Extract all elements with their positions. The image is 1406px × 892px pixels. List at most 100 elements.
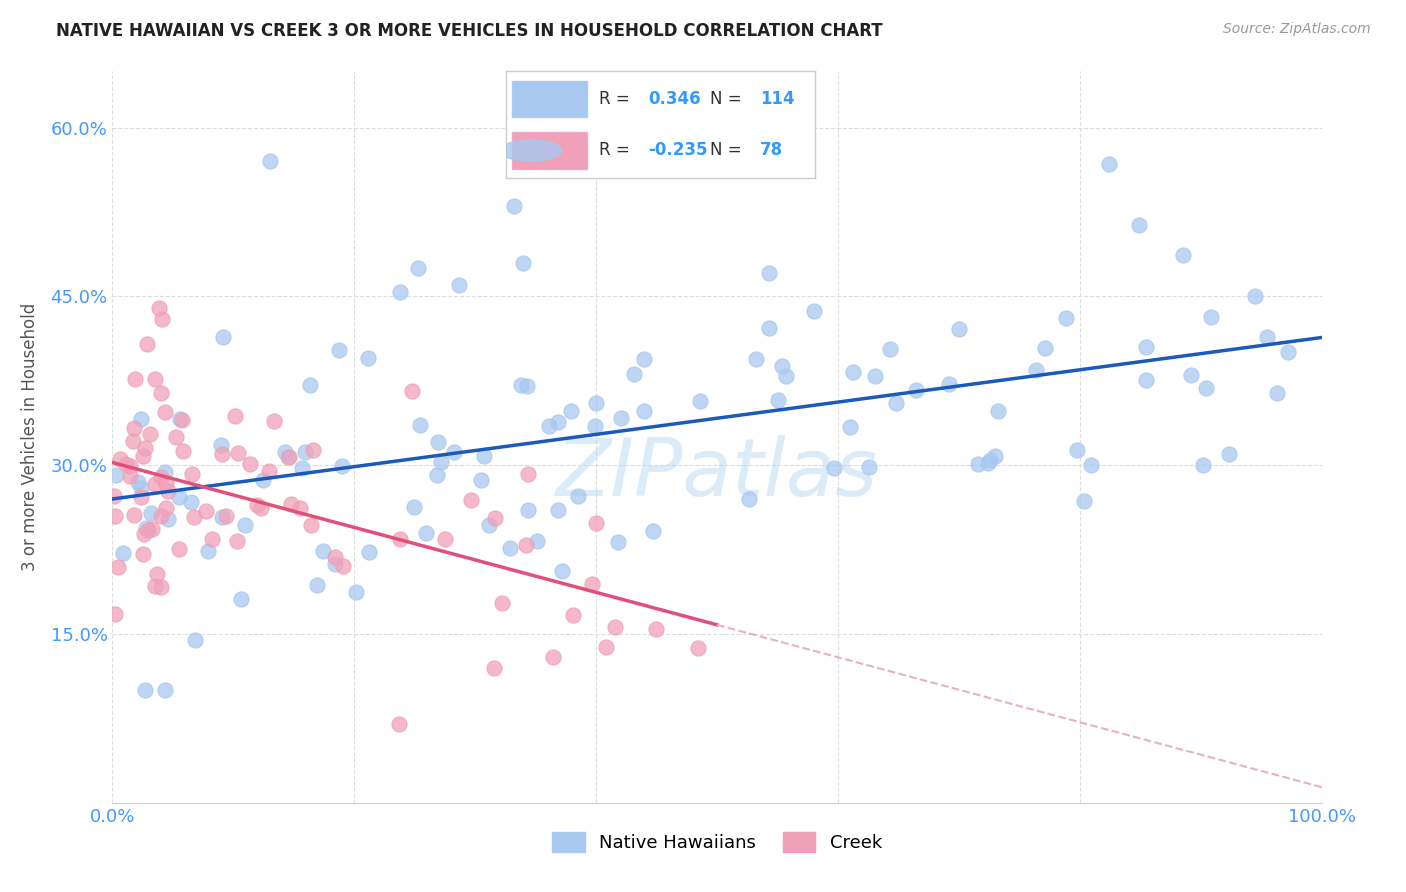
Point xyxy=(298,378,321,392)
Point xyxy=(1195,380,1218,394)
Point xyxy=(884,396,907,410)
Point xyxy=(312,544,335,558)
Point xyxy=(775,369,797,384)
Point xyxy=(226,533,249,548)
Point xyxy=(879,342,901,356)
Point xyxy=(302,442,325,457)
Point xyxy=(499,541,522,555)
Point xyxy=(1256,330,1278,344)
Point xyxy=(1073,493,1095,508)
Point xyxy=(406,260,429,275)
Point xyxy=(143,372,166,386)
Point xyxy=(803,304,825,318)
Point xyxy=(738,491,761,506)
Point xyxy=(443,445,465,459)
Text: 114: 114 xyxy=(759,90,794,108)
Point xyxy=(127,475,149,490)
Point xyxy=(502,199,524,213)
Text: -0.235: -0.235 xyxy=(648,141,709,159)
Point xyxy=(538,418,561,433)
Point xyxy=(226,446,249,460)
Point xyxy=(150,312,173,326)
Point xyxy=(155,501,177,516)
Point xyxy=(863,369,886,384)
Point xyxy=(1199,310,1222,324)
Point xyxy=(328,343,350,357)
Point xyxy=(108,452,131,467)
Point xyxy=(259,154,281,169)
Point xyxy=(132,449,155,463)
Point xyxy=(415,526,437,541)
Point xyxy=(129,412,152,426)
Point xyxy=(1098,157,1121,171)
Point xyxy=(510,378,533,392)
Point xyxy=(689,393,711,408)
Point xyxy=(149,509,172,524)
Point xyxy=(143,477,166,491)
Point xyxy=(156,483,179,498)
Point xyxy=(332,559,354,574)
Point xyxy=(274,445,297,459)
Point xyxy=(359,544,381,558)
Point xyxy=(643,524,665,538)
Point xyxy=(401,384,423,398)
Point xyxy=(583,419,606,434)
Point xyxy=(484,661,506,675)
Point xyxy=(139,506,162,520)
Point xyxy=(1180,368,1202,382)
Text: 78: 78 xyxy=(759,141,783,159)
Point xyxy=(766,393,789,408)
Point xyxy=(180,495,202,509)
Point xyxy=(132,527,155,541)
Point xyxy=(517,467,540,481)
Text: N =: N = xyxy=(710,90,742,108)
Point xyxy=(758,266,780,280)
Point xyxy=(823,461,845,475)
Point xyxy=(478,518,501,533)
Point xyxy=(136,337,159,351)
Point xyxy=(111,546,134,560)
Point xyxy=(148,301,170,315)
Point xyxy=(541,649,564,664)
Point xyxy=(603,620,626,634)
Point xyxy=(201,532,224,546)
Point xyxy=(197,543,219,558)
Point xyxy=(560,404,582,418)
Point xyxy=(581,577,603,591)
Point xyxy=(460,493,482,508)
Point xyxy=(172,444,194,458)
Point xyxy=(172,412,194,426)
Point xyxy=(107,559,129,574)
Point xyxy=(150,580,173,594)
Point xyxy=(585,516,607,530)
Text: 0.346: 0.346 xyxy=(648,90,702,108)
Point xyxy=(183,509,205,524)
Point xyxy=(211,509,233,524)
Point xyxy=(1265,386,1288,401)
Circle shape xyxy=(501,140,562,161)
Point xyxy=(512,255,534,269)
Point xyxy=(143,579,166,593)
Point xyxy=(134,683,156,698)
Point xyxy=(288,501,311,516)
Point xyxy=(105,468,128,483)
Point xyxy=(211,447,233,461)
Point xyxy=(858,459,880,474)
Point xyxy=(134,441,156,455)
Point xyxy=(249,501,271,516)
FancyBboxPatch shape xyxy=(512,132,586,169)
Point xyxy=(153,405,176,419)
Point xyxy=(526,534,548,549)
Point xyxy=(167,542,190,557)
Y-axis label: 3 or more Vehicles in Household: 3 or more Vehicles in Household xyxy=(21,303,39,571)
Point xyxy=(180,467,202,481)
Point xyxy=(633,351,655,366)
Point xyxy=(307,577,329,591)
Point xyxy=(346,584,368,599)
Point xyxy=(745,352,768,367)
Point xyxy=(169,411,191,425)
Text: Source: ZipAtlas.com: Source: ZipAtlas.com xyxy=(1223,22,1371,37)
Point xyxy=(122,421,145,435)
Point xyxy=(408,417,430,432)
Point xyxy=(323,557,346,571)
